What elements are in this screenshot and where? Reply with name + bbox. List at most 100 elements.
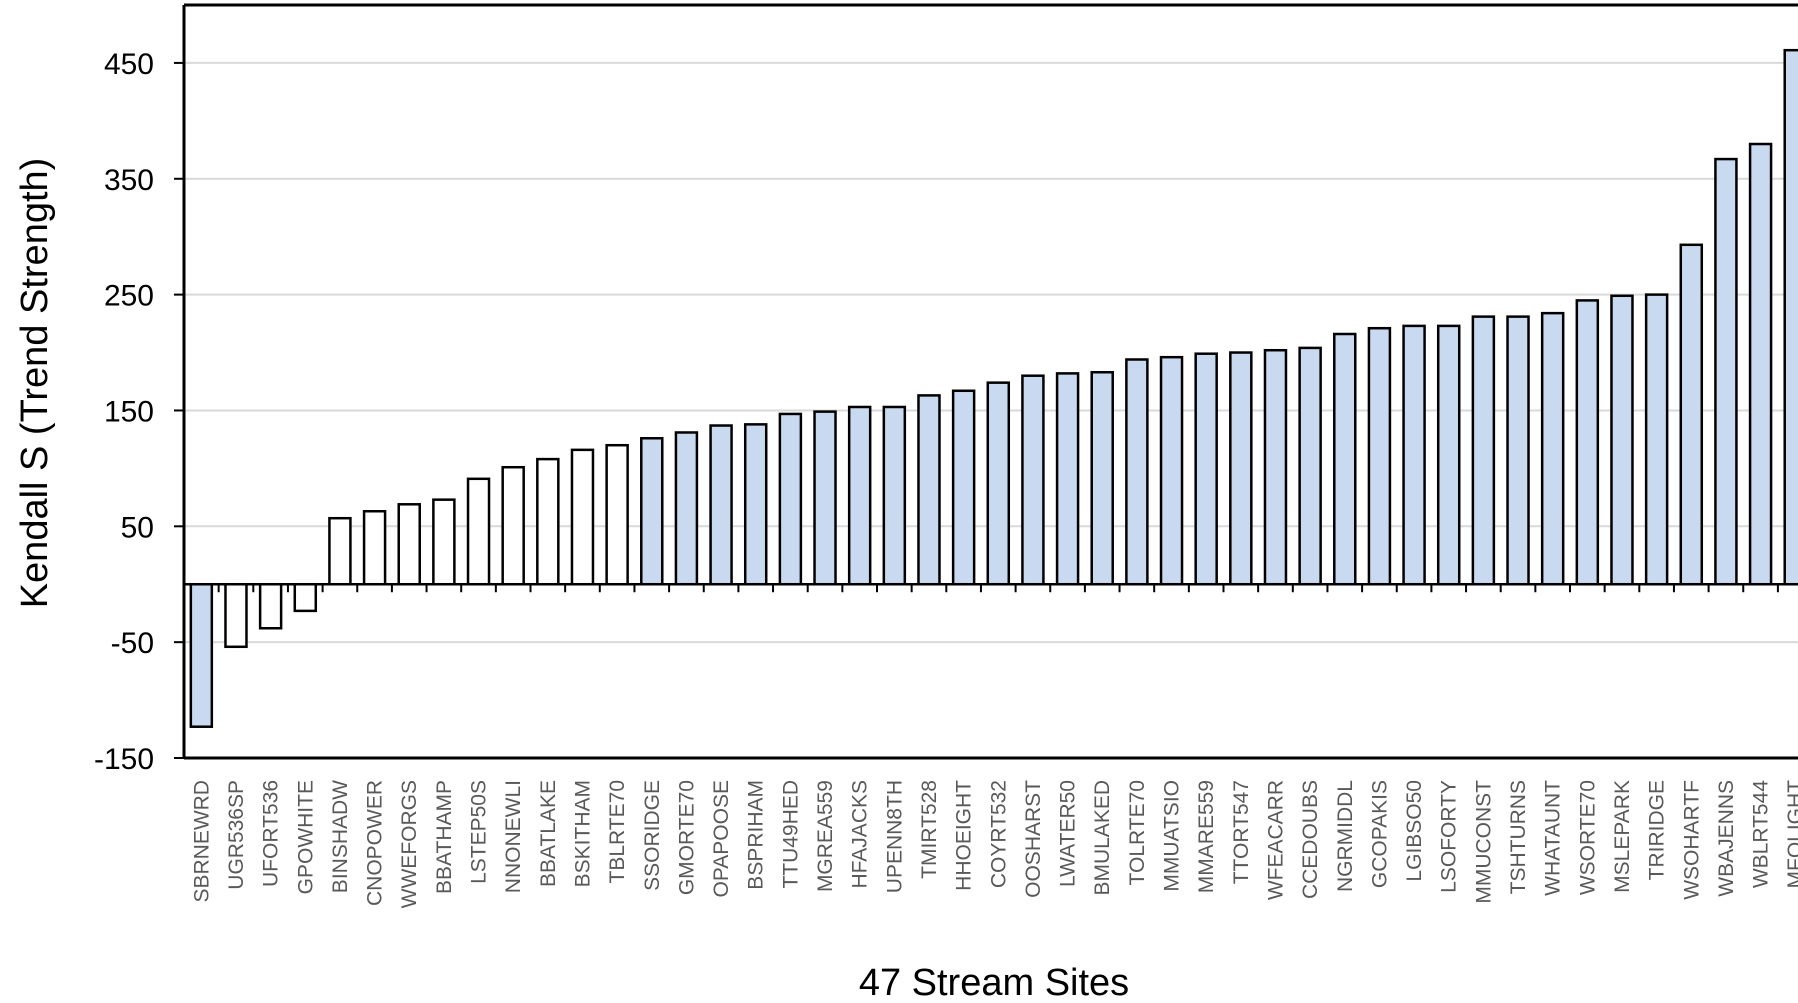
bar-nnonewli xyxy=(501,465,525,586)
x-tick-label: WSOHARTF xyxy=(1680,780,1703,900)
x-tick-label: CCEDOUBS xyxy=(1299,780,1322,899)
bar-hhoeight xyxy=(951,389,976,586)
x-tick-label: WHATAUNT xyxy=(1542,780,1565,896)
bar-mmare559 xyxy=(1194,352,1218,586)
x-tick-label: BSKITHAM xyxy=(571,780,594,887)
x-tick-label: HFAJACKS xyxy=(849,780,872,889)
bar-lstep50s xyxy=(466,477,491,586)
x-tick-label: NGRMIDDL xyxy=(1334,780,1357,892)
bar-lwater50 xyxy=(1055,372,1080,586)
bar-ttu49hed xyxy=(778,412,803,586)
x-tick-label: MGREA559 xyxy=(814,780,837,892)
bars xyxy=(189,48,1798,728)
bar-bbathamp xyxy=(432,498,456,586)
x-tick-label: BINSHADW xyxy=(329,780,352,893)
bar-mgrea559 xyxy=(813,410,837,586)
x-tick-label: BSPRIHAM xyxy=(745,780,768,890)
x-tick-label: GMORTE70 xyxy=(675,780,698,895)
bar-wbajenns xyxy=(1714,157,1738,586)
x-tick-label: MMUCONST xyxy=(1472,780,1495,904)
bar-bskitham xyxy=(570,448,595,586)
bar-ngrmiddl xyxy=(1333,332,1357,586)
x-tick-label: COYRT532 xyxy=(987,780,1010,888)
x-tick-label: UGR536SP xyxy=(225,780,248,890)
x-tick-label: MFOLIGHT xyxy=(1784,780,1798,889)
x-tick-label: TOLRTE70 xyxy=(1126,780,1149,885)
x-tick-label: LSTEP50S xyxy=(468,780,491,884)
x-tick-label: MMUATSIO xyxy=(1161,780,1184,892)
bar-mmuatsio xyxy=(1159,355,1184,586)
bar-bmulaked xyxy=(1090,370,1114,586)
x-tick-label: UPENN8TH xyxy=(883,780,906,893)
bar-hfajacks xyxy=(847,405,872,586)
bar-wblrt544 xyxy=(1748,142,1773,586)
bar-gmorte70 xyxy=(674,431,699,586)
bar-oosharst xyxy=(1021,374,1045,586)
x-tick-label: TSHTURNS xyxy=(1507,780,1530,894)
bar-bbatlake xyxy=(536,457,560,586)
y-tick-label: 150 xyxy=(104,395,154,428)
x-tick-label: GPOWHITE xyxy=(294,780,317,894)
x-tick-label: WSORTE70 xyxy=(1576,780,1599,895)
y-tick-label: -150 xyxy=(94,743,154,776)
y-tick-label: -50 xyxy=(111,627,154,660)
y-tick-label: 350 xyxy=(104,164,154,197)
bar-bspriham xyxy=(743,423,768,586)
y-tick-label: 50 xyxy=(121,511,154,544)
x-tick-label: TRIRIDGE xyxy=(1646,780,1669,880)
bar-mfolight xyxy=(1783,48,1798,586)
bar-wfeacarr xyxy=(1263,348,1288,586)
bar-cnopower xyxy=(362,509,387,586)
x-tick-label: LGIBSO50 xyxy=(1403,780,1426,882)
bar-coyrt532 xyxy=(986,381,1011,586)
bar-opapoose xyxy=(709,424,733,586)
bar-tblrte70 xyxy=(605,443,629,586)
y-tick-labels: 450 350 250 150 50 -50 -150 xyxy=(94,48,154,776)
x-tick-label: MSLEPARK xyxy=(1611,780,1634,893)
x-axis-title: 47 Stream Sites xyxy=(859,962,1129,1003)
bar-whataunt xyxy=(1540,311,1565,586)
bar-ccedoubs xyxy=(1298,346,1322,586)
x-tick-label: WBLRT544 xyxy=(1750,780,1773,888)
bar-lgibso50 xyxy=(1402,324,1426,586)
bar-binshadw xyxy=(328,516,352,586)
bar-ssoridge xyxy=(640,437,664,586)
x-tick-label: LSOFORTY xyxy=(1438,780,1461,893)
x-tick-label: OOSHARST xyxy=(1022,780,1045,898)
x-tick-label: WWEFORGS xyxy=(398,780,421,908)
y-axis-title: Kendall S (Trend Strength) xyxy=(14,158,56,609)
bar-ufort536 xyxy=(258,582,283,630)
bar-wsohartf xyxy=(1679,243,1704,586)
y-tick-label: 250 xyxy=(104,280,154,313)
x-tick-label: BBATLAKE xyxy=(537,780,560,887)
bar-tshturns xyxy=(1506,315,1530,586)
bar-sbrnewrd xyxy=(189,582,214,728)
x-tick-label: SBRNEWRD xyxy=(190,780,213,903)
x-tick-label: HHOEIGHT xyxy=(953,780,976,891)
bar-gcopakis xyxy=(1367,326,1392,586)
bar-tmirt528 xyxy=(917,394,941,586)
bar-mmuconst xyxy=(1471,315,1496,586)
x-tick-label: TMIRT528 xyxy=(918,780,941,879)
x-tick-label: UFORT536 xyxy=(260,780,283,887)
bar-tolrte70 xyxy=(1125,358,1149,586)
x-tick-label: TTORT547 xyxy=(1230,780,1253,884)
bar-wweforgs xyxy=(397,503,421,586)
bar-ugr536sp xyxy=(224,582,248,649)
bar-wsorte70 xyxy=(1575,299,1600,586)
x-tick-labels: SBRNEWRD UGR536SP UFORT536 GPOWHITE BINSHADW… xyxy=(190,780,1798,909)
x-tick-label: GCOPAKIS xyxy=(1368,780,1391,888)
x-tick-label: SSORIDGE xyxy=(641,780,664,891)
bar-ttort547 xyxy=(1229,351,1253,586)
plot-frame xyxy=(174,3,1798,760)
bar-gpowhite xyxy=(293,582,318,613)
x-tick-label: LWATER50 xyxy=(1057,780,1080,887)
bar-triridge xyxy=(1644,293,1669,586)
bar-lsoforty xyxy=(1436,324,1461,586)
x-tick-label: TTU49HED xyxy=(779,780,802,889)
x-tick-label: MMARE559 xyxy=(1195,780,1218,893)
bar-mslepark xyxy=(1610,294,1634,586)
x-tick-label: WBAJENNS xyxy=(1715,780,1738,897)
x-tick-label: WFEACARR xyxy=(1264,780,1287,900)
